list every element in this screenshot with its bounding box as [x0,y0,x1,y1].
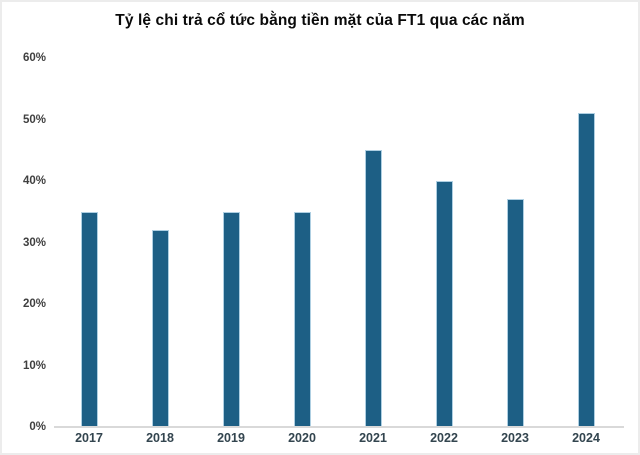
y-tick-label-50pct: 50% [22,113,46,126]
x-tick-label-2024: 2024 [572,431,600,445]
bar-2021 [364,150,382,427]
x-tick-label-2019: 2019 [217,431,245,445]
x-tick-label-2023: 2023 [501,431,529,445]
y-tick-label-60pct: 60% [22,52,46,64]
x-tick-label-2022: 2022 [430,431,458,445]
bar-2018 [151,230,169,427]
bar-2022 [435,181,453,427]
x-tick-label-2021: 2021 [359,431,387,445]
bar-2023 [506,199,524,427]
x-tick-label-2017: 2017 [75,431,103,445]
bar-2024 [577,113,595,427]
bar-2017 [80,211,98,427]
y-tick-label-0pct: 0% [29,421,46,433]
bar-2020 [293,211,311,427]
x-tick-label-2020: 2020 [288,431,316,445]
y-tick-label-30pct: 30% [22,236,46,249]
y-tick-label-40pct: 40% [22,175,46,187]
x-axis-line [54,426,624,428]
y-tick-label-20pct: 20% [22,298,46,310]
chart-title: Tỷ lệ chi trả cổ tức bằng tiền mặt của F… [115,12,525,29]
x-tick-label-2018: 2018 [146,431,174,445]
bar-2019 [222,211,240,427]
y-tick-label-10pct: 10% [22,359,46,372]
